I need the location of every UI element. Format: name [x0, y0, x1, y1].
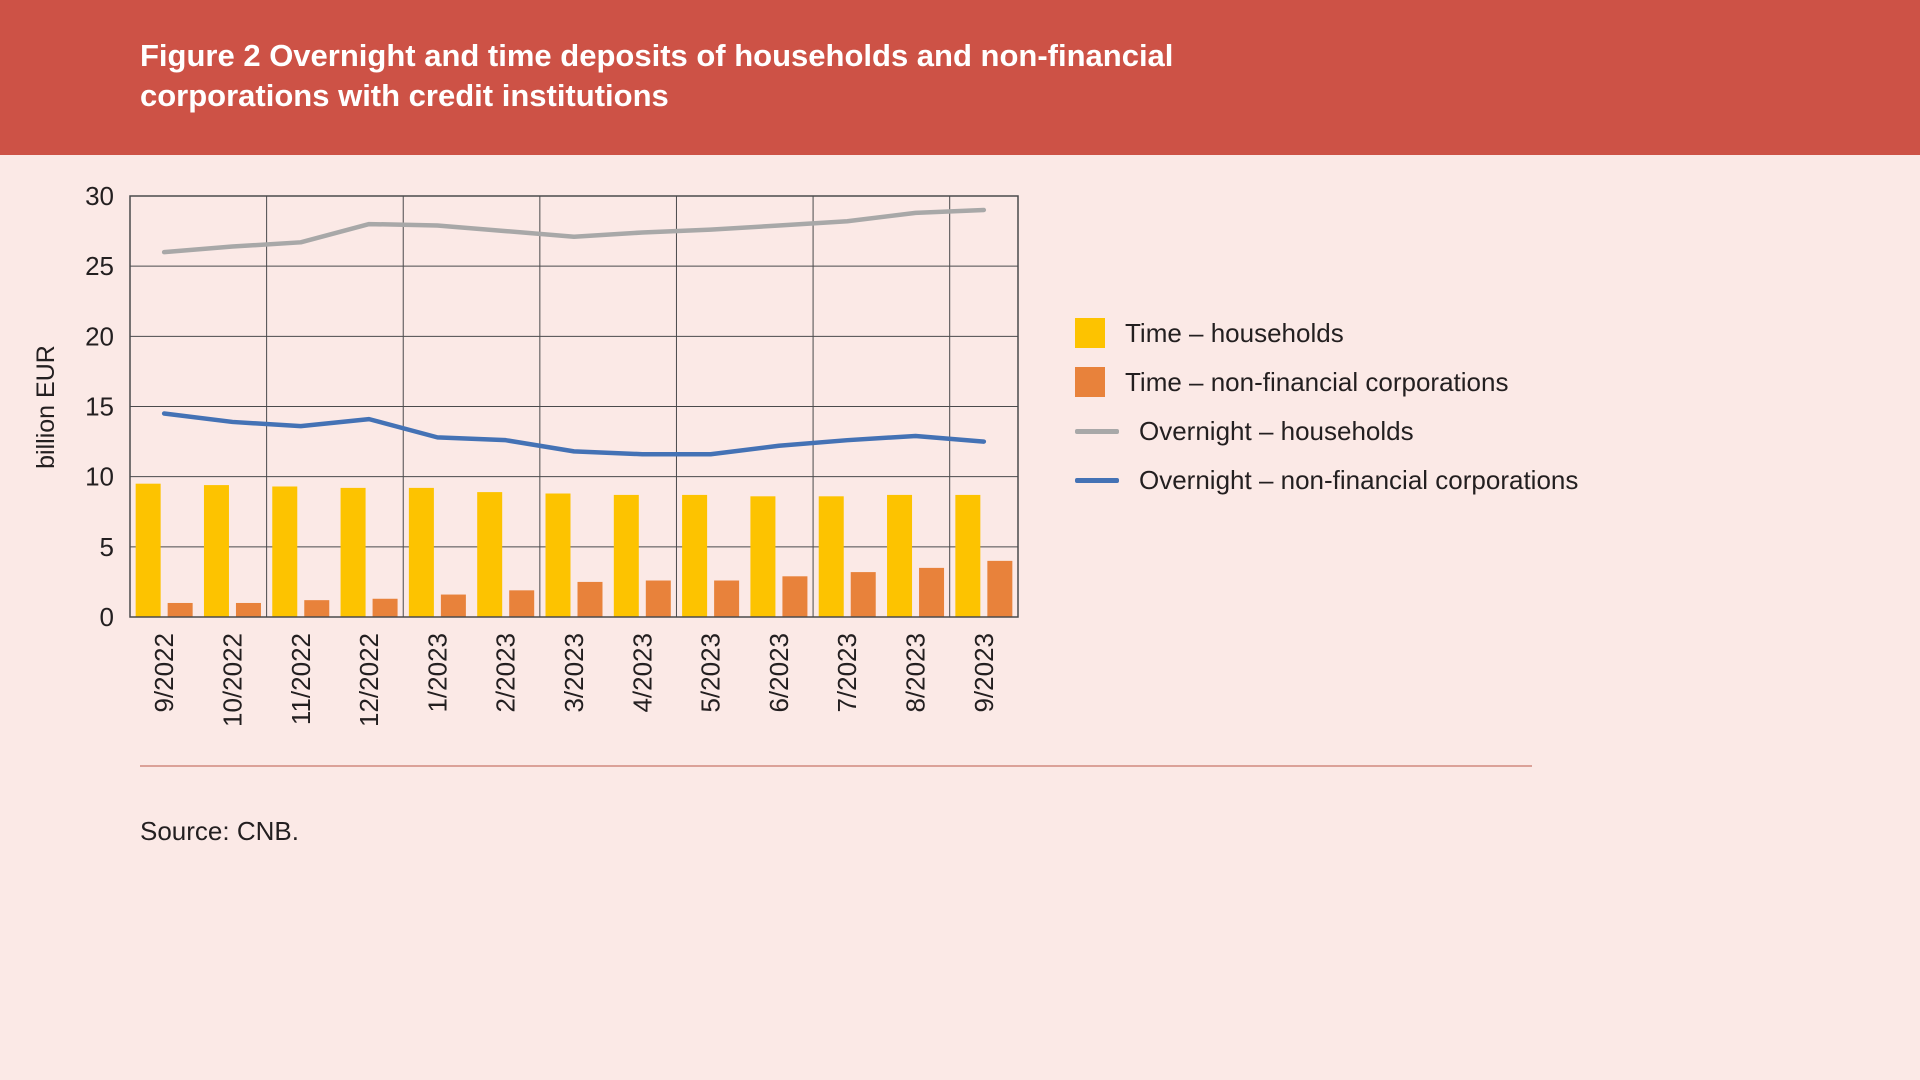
- source-note: Source: CNB.: [140, 816, 299, 846]
- legend-item-overnight-nonfinancial: Overnight – non-financial corporations: [1075, 465, 1578, 495]
- legend-item-time-households: Time – households: [1075, 318, 1578, 348]
- svg-text:1/2023: 1/2023: [422, 633, 452, 713]
- figure-header: Figure 2 Overnight and time deposits of …: [0, 0, 1920, 155]
- figure-title-line1: Figure 2 Overnight and time deposits of …: [140, 38, 1174, 73]
- legend-item-overnight-households: Overnight – households: [1075, 416, 1578, 446]
- svg-text:5: 5: [100, 532, 114, 562]
- svg-text:11/2022: 11/2022: [286, 633, 316, 725]
- svg-text:9/2023: 9/2023: [969, 633, 999, 713]
- svg-text:15: 15: [85, 392, 114, 422]
- svg-text:10: 10: [85, 462, 114, 492]
- chart-legend: Time – households Time – non-financial c…: [1075, 318, 1578, 495]
- svg-text:12/2022: 12/2022: [354, 633, 384, 727]
- legend-swatch-time-households: [1075, 318, 1105, 348]
- legend-label-time-nonfinancial: Time – non-financial corporations: [1125, 366, 1509, 397]
- legend-swatch-time-nonfinancial: [1075, 367, 1105, 397]
- separator-line: [140, 765, 1532, 767]
- figure-title: Figure 2 Overnight and time deposits of …: [0, 0, 1920, 116]
- svg-text:9/2022: 9/2022: [149, 633, 179, 713]
- svg-text:4/2023: 4/2023: [627, 633, 657, 713]
- svg-text:20: 20: [85, 321, 114, 351]
- figure-title-line2: corporations with credit institutions: [140, 78, 669, 113]
- legend-swatch-overnight-households: [1075, 428, 1119, 434]
- svg-text:3/2023: 3/2023: [559, 633, 589, 713]
- svg-text:25: 25: [85, 251, 114, 281]
- legend-label-time-households: Time – households: [1125, 317, 1344, 348]
- svg-text:30: 30: [85, 181, 114, 211]
- svg-text:8/2023: 8/2023: [901, 633, 931, 713]
- svg-text:6/2023: 6/2023: [764, 633, 794, 713]
- svg-text:7/2023: 7/2023: [832, 633, 862, 713]
- svg-text:0: 0: [100, 602, 114, 632]
- legend-swatch-overnight-nonfinancial: [1075, 477, 1119, 483]
- svg-text:10/2022: 10/2022: [217, 633, 247, 727]
- legend-item-time-nonfinancial: Time – non-financial corporations: [1075, 367, 1578, 397]
- svg-text:5/2023: 5/2023: [696, 633, 726, 713]
- legend-label-overnight-nonfinancial: Overnight – non-financial corporations: [1139, 464, 1579, 495]
- legend-label-overnight-households: Overnight – households: [1139, 415, 1414, 446]
- svg-text:2/2023: 2/2023: [491, 633, 521, 713]
